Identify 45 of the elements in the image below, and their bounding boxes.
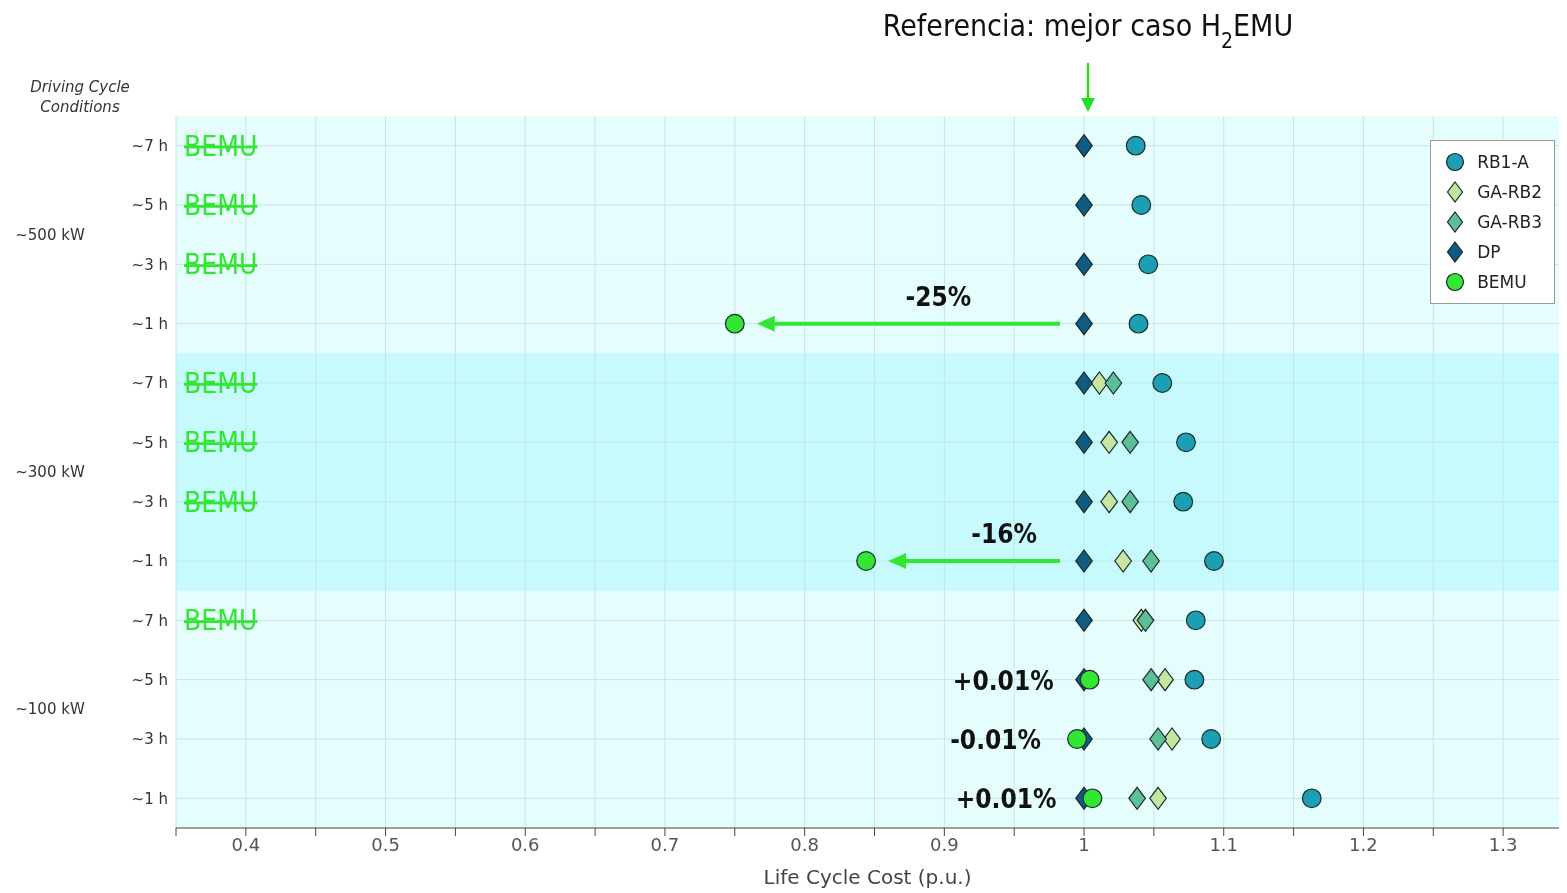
x-axis-title: Life Cycle Cost (p.u.) bbox=[763, 865, 972, 889]
legend-label: BEMU bbox=[1477, 272, 1527, 292]
y-tick-label: ~3 h bbox=[131, 730, 168, 749]
legend-label: GA-RB3 bbox=[1477, 212, 1542, 232]
x-tick-label: 0.5 bbox=[371, 833, 400, 855]
text: ~500 kW bbox=[15, 225, 85, 244]
y-tick-label: ~7 h bbox=[131, 136, 168, 155]
x-tick-label: 0.4 bbox=[231, 833, 261, 855]
y-tick-label: ~7 h bbox=[131, 374, 168, 393]
x-tick-label: 0.6 bbox=[510, 833, 540, 855]
y-tick-label: ~5 h bbox=[131, 433, 168, 452]
legend-label: GA-RB2 bbox=[1477, 182, 1542, 202]
x-tick-label: 1.2 bbox=[1349, 833, 1378, 855]
text: BEMU bbox=[184, 367, 258, 400]
text: ~300 kW bbox=[15, 463, 85, 481]
annotation: -25% bbox=[905, 281, 972, 312]
y-tick-label: ~3 h bbox=[131, 255, 168, 274]
chart-title: Referencia: mejor caso H$_{2}$EMU bbox=[882, 8, 1294, 53]
text: BEMU bbox=[184, 248, 258, 282]
text: BEMU bbox=[184, 604, 258, 638]
x-tick-label: 1.3 bbox=[1488, 833, 1518, 855]
text: BEMU bbox=[184, 129, 258, 163]
text: BEMU bbox=[184, 189, 258, 222]
y-tick-label: ~7 h bbox=[131, 611, 168, 630]
y-tick-label: ~1 h bbox=[131, 552, 168, 571]
y-axis-title: Driving Cycle Conditions bbox=[30, 78, 130, 116]
annotation: -0.01% bbox=[950, 725, 1042, 755]
legend-label: RB1-A bbox=[1477, 152, 1529, 172]
x-tick-label: 0.9 bbox=[930, 833, 959, 855]
annotation: +0.01% bbox=[952, 665, 1054, 696]
text: ~100 kW bbox=[15, 700, 85, 719]
y-tick-label: ~1 h bbox=[131, 789, 168, 808]
text: BEMU bbox=[184, 426, 258, 460]
y-tick-label: ~5 h bbox=[131, 670, 168, 689]
x-tick-label: 0.7 bbox=[650, 833, 680, 855]
y-tick-label: ~1 h bbox=[131, 314, 168, 333]
annotation: -16% bbox=[971, 519, 1037, 549]
x-tick-label: 0.8 bbox=[790, 833, 819, 855]
x-tick-label: 1 bbox=[1078, 833, 1090, 855]
annotation: +0.01% bbox=[955, 784, 1057, 815]
y-tick-label: ~3 h bbox=[131, 492, 168, 511]
x-tick-label: 1.1 bbox=[1209, 833, 1239, 855]
text: BEMU bbox=[184, 485, 258, 519]
y-tick-label: ~5 h bbox=[131, 196, 168, 215]
legend-label: DP bbox=[1477, 242, 1501, 262]
